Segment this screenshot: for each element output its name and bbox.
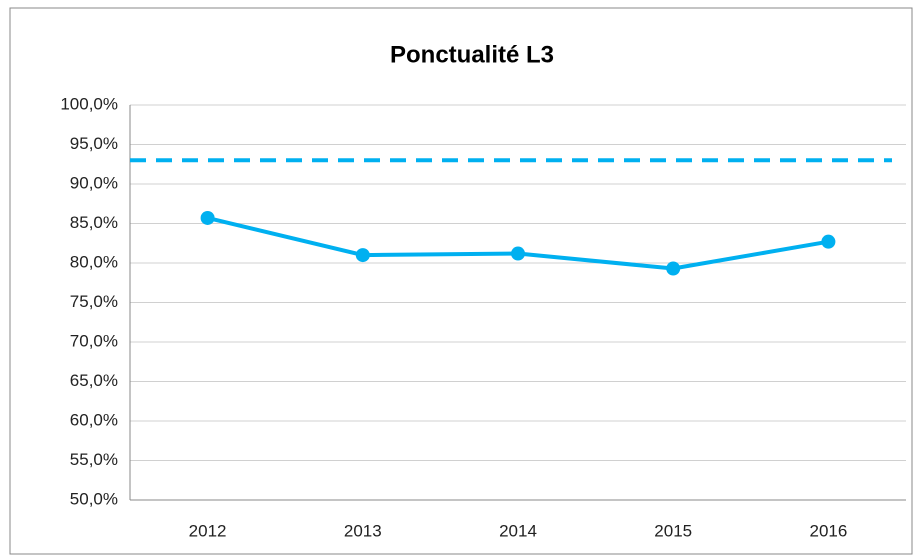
y-tick-label: 100,0% — [60, 94, 118, 113]
x-tick-label: 2014 — [499, 521, 537, 540]
y-tick-label: 85,0% — [70, 213, 118, 232]
y-tick-label: 90,0% — [70, 173, 118, 192]
y-tick-label: 75,0% — [70, 292, 118, 311]
y-tick-label: 55,0% — [70, 450, 118, 469]
data-point — [355, 248, 370, 263]
chart-title: Ponctualité L3 — [390, 41, 554, 68]
data-point — [511, 246, 525, 261]
chart-border — [9, 7, 913, 555]
y-tick-label: 60,0% — [70, 410, 118, 429]
x-tick-label: 2012 — [189, 521, 227, 540]
x-tick-label: 2013 — [344, 521, 382, 540]
y-tick-label: 70,0% — [70, 331, 118, 350]
y-tick-label: 95,0% — [70, 134, 118, 153]
data-point — [666, 261, 681, 276]
y-tick-label: 65,0% — [70, 371, 118, 390]
data-point — [200, 210, 215, 225]
data-point — [821, 234, 836, 249]
y-tick-label: 80,0% — [70, 252, 118, 271]
x-tick-label: 2016 — [809, 521, 847, 540]
x-tick-label: 2015 — [654, 521, 692, 540]
y-tick-label: 50,0% — [70, 489, 118, 508]
